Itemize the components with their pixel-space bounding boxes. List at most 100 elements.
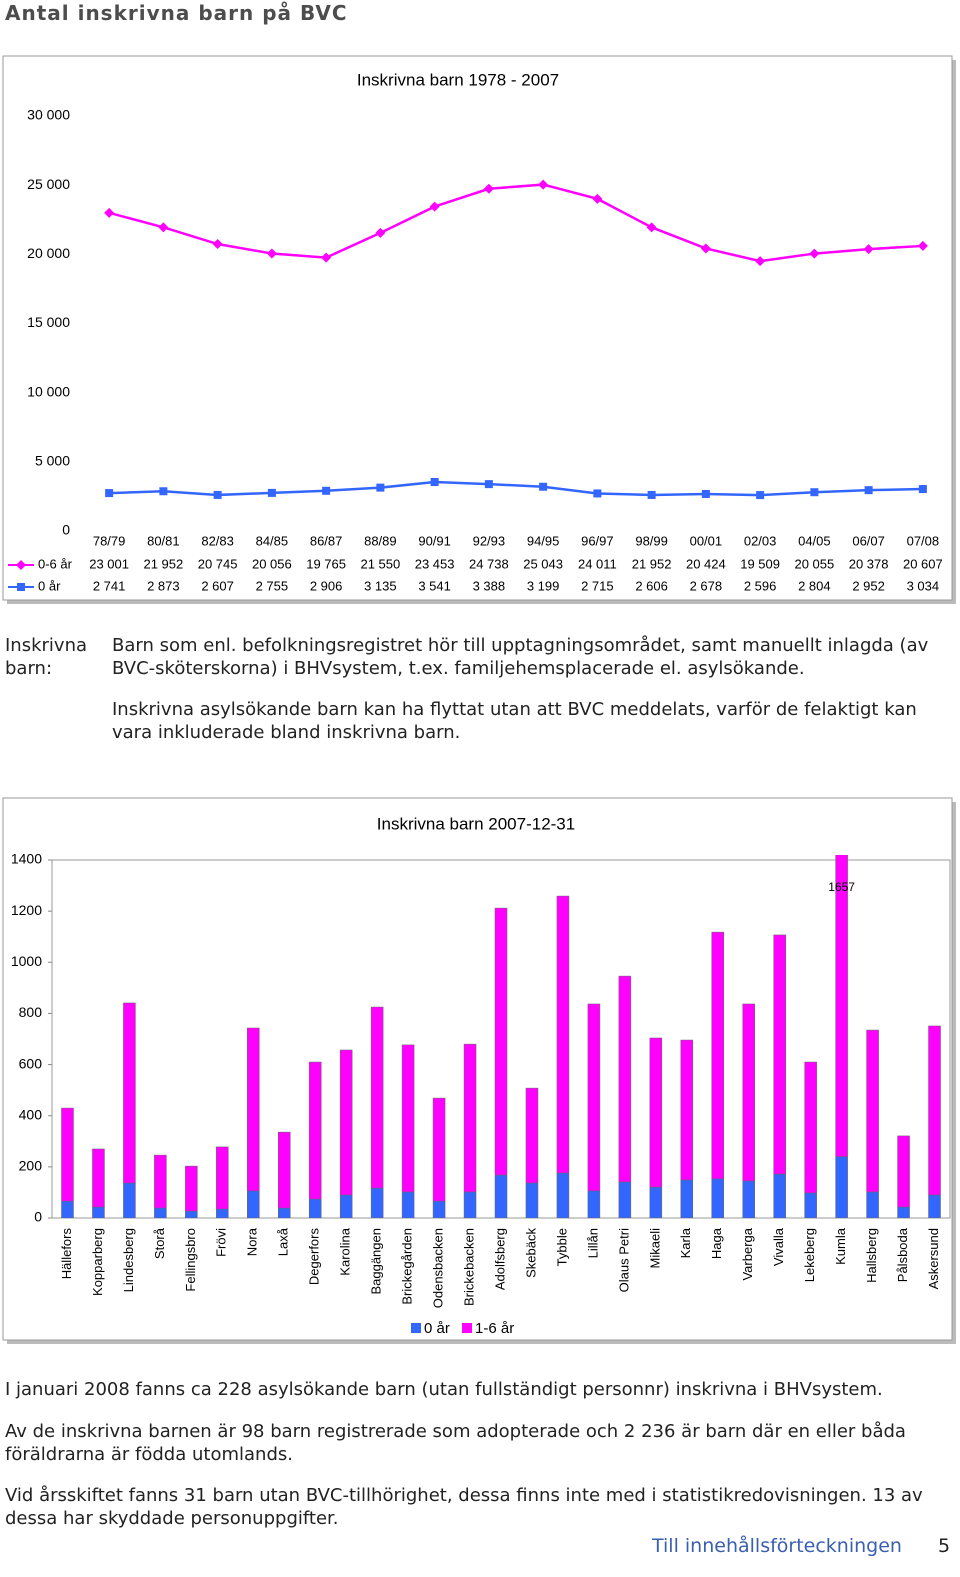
y-tick-label: 25 000 [27,176,70,192]
bar-segment [216,1208,229,1218]
y-tick-label: 1200 [11,902,42,918]
bar-segment [897,1206,910,1218]
x-tick-label: 88/89 [364,533,397,548]
bar-segment [680,1179,694,1218]
chart-title: Inskrivna barn 2007-12-31 [377,814,575,833]
x-tick-label: Haga [709,1227,724,1259]
marker [592,193,603,204]
x-tick-label: 02/03 [744,533,777,548]
value-label: 20 055 [794,556,834,571]
bar-segment [370,1006,384,1189]
y-tick-label: 0 [34,1209,42,1225]
marker [267,488,276,497]
y-tick-label: 30 000 [27,107,70,123]
marker [539,482,548,491]
marker [863,244,874,255]
bar-segment [835,1156,848,1218]
marker [864,486,873,495]
y-tick-label: 1000 [11,953,42,969]
value-label: 3 199 [527,578,560,593]
x-tick-label: Adolfsberg [492,1228,507,1290]
marker [755,256,766,267]
value-label: 21 550 [360,556,400,571]
x-tick-label: Lillån [585,1228,600,1258]
bar-segment [185,1210,198,1218]
bar-segment [525,1087,539,1184]
x-tick-label: Hällefors [59,1228,74,1280]
marker [700,243,711,254]
value-label: 2 606 [635,578,668,593]
marker [647,490,656,499]
value-label: 19 509 [740,556,780,571]
x-tick-label: Olaus Petri [616,1228,631,1292]
x-tick-label: Laxå [276,1227,291,1256]
bar-segment [897,1135,910,1208]
legend-swatch [462,1323,472,1333]
page-title: Antal inskrivna barn på BVC [5,1,348,25]
bar-segment [154,1207,167,1218]
y-tick-label: 800 [19,1004,43,1020]
marker [538,179,549,190]
legend-swatch [411,1323,421,1333]
x-tick-label: Storå [152,1227,167,1259]
marker [17,583,25,591]
bar-segment [463,1191,477,1218]
bar-segment [494,1174,508,1218]
bar-segment [463,1043,477,1193]
value-label: 20 607 [903,556,943,571]
value-label: 3 034 [907,578,940,593]
value-label: 23 453 [415,556,455,571]
value-label: 2 715 [581,578,614,593]
bar-segment [277,1207,291,1218]
x-tick-label: Tybble [554,1228,569,1266]
page-number: 5 [938,1535,951,1557]
marker [213,490,222,499]
marker [16,560,26,570]
definition-term: Inskrivna barn: [5,635,88,679]
value-label: 2 607 [201,578,234,593]
bar-segment [277,1131,291,1209]
bar-segment [866,1029,879,1193]
bar-segment [247,1190,260,1218]
chart-title: Inskrivna barn 1978 - 2007 [357,70,559,89]
bar-segment [370,1187,384,1218]
marker [375,227,386,238]
marker [266,248,277,259]
bar-segment [185,1165,198,1212]
x-tick-label: Fellingsbro [183,1228,198,1292]
y-tick-label: 10 000 [27,383,70,399]
x-tick-label: 84/85 [256,533,289,548]
y-tick-label: 600 [19,1055,43,1071]
value-label: 2 755 [256,578,289,593]
marker [810,488,819,497]
x-tick-label: Vivalla [771,1227,786,1266]
value-label: 20 745 [198,556,238,571]
bar-segment [308,1061,322,1200]
toc-link[interactable]: Till innehållsförteckningen [652,1535,902,1557]
x-tick-label: 80/81 [147,533,180,548]
bar-segment [308,1198,322,1218]
x-tick-label: 78/79 [93,533,126,548]
value-label: 24 011 [578,556,617,571]
y-tick-label: 20 000 [27,245,70,261]
marker [429,201,440,212]
bar-segment [123,1002,136,1184]
marker [322,486,331,495]
bar-segment [928,1025,941,1196]
value-label: 2 804 [798,578,831,593]
bar-segment [216,1146,229,1210]
bar-segment [401,1044,415,1193]
legend-label: 1-6 år [475,1320,514,1337]
bar-segment [154,1154,167,1209]
bar-segment [587,1003,601,1192]
series-line [108,183,923,263]
x-tick-label: Askersund [926,1228,941,1289]
x-tick-label: Brickegården [400,1228,415,1305]
x-tick-label: Nora [245,1227,260,1256]
x-tick-label: Odensbacken [431,1228,446,1308]
value-label: 2 873 [147,578,180,593]
x-tick-label: Pålsboda [895,1227,910,1282]
x-tick-label: Kopparberg [90,1228,105,1296]
marker [809,248,820,259]
